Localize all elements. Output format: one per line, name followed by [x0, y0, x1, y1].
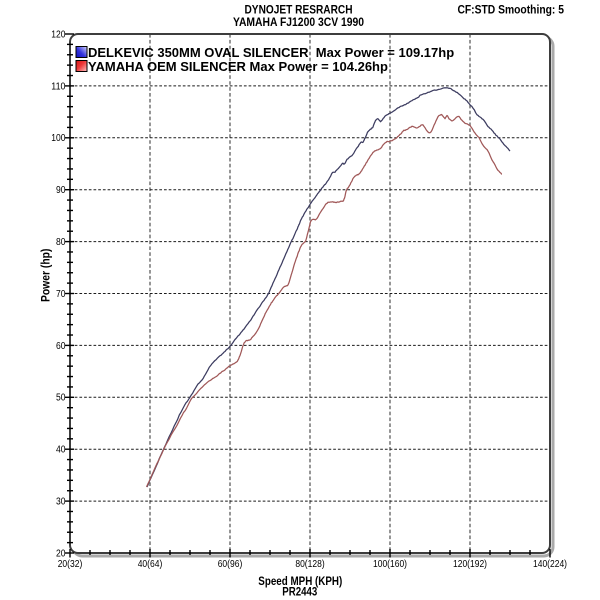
svg-text:80(128): 80(128) [295, 559, 324, 570]
svg-text:90: 90 [56, 185, 66, 196]
svg-text:DYNOJET RESRARCH: DYNOJET RESRARCH [245, 3, 353, 17]
svg-text:60(96): 60(96) [218, 559, 243, 570]
svg-text:YAMAHA FJ1200 3CV 1990: YAMAHA FJ1200 3CV 1990 [233, 15, 364, 29]
svg-text:40: 40 [56, 445, 66, 456]
svg-text:30: 30 [56, 497, 66, 508]
svg-text:20: 20 [56, 548, 66, 559]
svg-text:120: 120 [51, 29, 66, 40]
svg-text:140(224): 140(224) [533, 559, 567, 570]
svg-text:Power (hp): Power (hp) [41, 248, 53, 302]
svg-text:Speed MPH (KPH): Speed MPH (KPH) [258, 576, 342, 588]
svg-text:YAMAHA OEM SILENCER Max Power: YAMAHA OEM SILENCER Max Power = 104.26hp [88, 59, 388, 74]
svg-text:DELKEVIC 350MM OVAL SILENCER: DELKEVIC 350MM OVAL SILENCER Max Power =… [88, 45, 454, 60]
svg-text:PR2443: PR2443 [282, 587, 317, 599]
svg-text:40(64): 40(64) [138, 559, 163, 570]
svg-text:120(192): 120(192) [453, 559, 487, 570]
svg-text:70: 70 [56, 289, 66, 300]
svg-text:20(32): 20(32) [58, 559, 83, 570]
svg-text:CF:STD Smoothing: 5: CF:STD Smoothing: 5 [457, 3, 564, 17]
svg-text:60: 60 [56, 341, 66, 352]
svg-text:100: 100 [51, 133, 66, 144]
svg-text:50: 50 [56, 393, 66, 404]
svg-text:100(160): 100(160) [373, 559, 407, 570]
svg-text:110: 110 [51, 81, 66, 92]
svg-text:80: 80 [56, 237, 66, 248]
